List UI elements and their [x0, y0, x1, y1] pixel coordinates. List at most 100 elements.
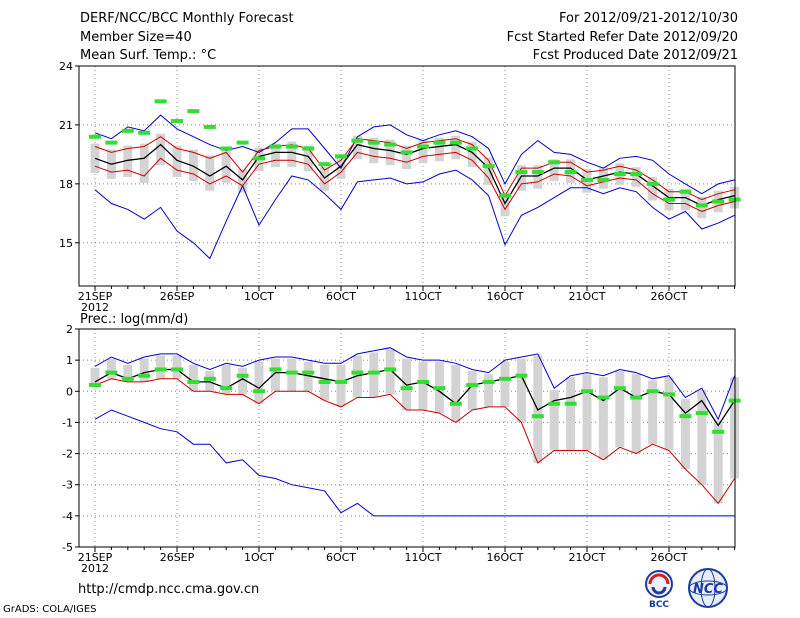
spread-box [467, 141, 477, 168]
spread-box [566, 377, 576, 451]
y-tick-label: 1 [66, 354, 73, 367]
median-marker [417, 144, 429, 149]
median-marker [531, 414, 544, 419]
forecast-period-label: For 2012/09/21-2012/10/30 [559, 11, 738, 26]
spread-box [451, 364, 461, 423]
median-marker [203, 376, 216, 381]
spread-box [631, 167, 641, 187]
median-marker [105, 140, 118, 145]
spread-box [106, 358, 116, 379]
ensemble-mean-line [94, 368, 736, 427]
median-marker [466, 146, 479, 151]
spread-box [369, 137, 379, 164]
median-marker [597, 177, 610, 182]
x-tick-label: 6OCT [326, 290, 356, 303]
y-tick-label: 24 [59, 60, 73, 73]
spread-box [270, 143, 280, 168]
spread-box [713, 420, 723, 504]
x-tick-label: 26OCT [650, 290, 687, 303]
spread-box [205, 155, 215, 191]
upper-spread-line [94, 136, 735, 201]
median-marker [466, 383, 479, 388]
median-marker [695, 203, 708, 208]
median-marker [285, 370, 298, 375]
median-marker [171, 367, 183, 372]
median-marker [335, 379, 347, 384]
spread-box [418, 361, 428, 410]
median-marker [285, 144, 298, 149]
median-marker [400, 386, 413, 391]
median-marker [515, 373, 528, 378]
spread-box [270, 358, 280, 392]
chart-title: DERF/NCC/BCC Monthly Forecast [80, 11, 294, 26]
median-marker [581, 177, 593, 182]
spread-box [303, 145, 313, 172]
median-marker [646, 181, 659, 186]
spread-box [123, 364, 133, 382]
spread-box [549, 389, 559, 451]
median-marker [318, 162, 331, 167]
median-marker [679, 414, 692, 419]
min-line [94, 409, 735, 517]
x-tick-label: 21SEP [78, 290, 113, 303]
median-marker [138, 373, 151, 378]
ensemble-mean-line [94, 143, 735, 207]
lower-spread-line [94, 378, 736, 505]
spread-box [123, 145, 133, 177]
median-marker [499, 193, 511, 198]
spread-box [484, 157, 494, 185]
temperature-panel: 15 18 21 24 21SEP 26SEP 1OCT 6OCT 11OCT 16OCT 21OC… [59, 60, 741, 314]
spread-box [238, 367, 248, 395]
median-marker [384, 367, 397, 372]
x-tick-label: 11OCT [404, 551, 441, 564]
ncc-logo-text: NCC [693, 582, 723, 597]
spread-box [139, 143, 149, 183]
median-marker [154, 367, 167, 372]
y-tick-label: 2 [66, 323, 73, 336]
spread-box [221, 364, 231, 395]
spread-box [631, 374, 641, 454]
median-marker [367, 370, 380, 375]
spread-box [287, 358, 297, 392]
y-tick-label: -3 [62, 479, 73, 492]
precipitation-panel: -5 -4 -3 -2 -1 0 1 2 21SEP 26SEP 1OCT 6OCT 11OCT 16OC… [62, 323, 741, 575]
x-tick-label: 1OCT [244, 290, 274, 303]
lower-spread-line [94, 151, 735, 212]
y-tick-label: -5 [62, 541, 73, 554]
grads-credit: GrADS: COLA/IGES [3, 604, 97, 615]
median-marker [646, 389, 659, 394]
spread-box [369, 352, 379, 398]
x-year-label: 2012 [81, 562, 109, 575]
median-marker [449, 140, 462, 145]
median-marker [597, 395, 610, 400]
median-marker [121, 376, 134, 381]
spread-box [434, 137, 444, 162]
median-marker [630, 172, 643, 177]
spread-box [533, 165, 543, 189]
median-marker [302, 146, 315, 151]
median-marker [154, 99, 167, 104]
spread-box [615, 371, 625, 448]
x-tick-label: 16OCT [486, 551, 523, 564]
median-marker [449, 401, 462, 406]
spread-box [287, 141, 297, 168]
median-marker [171, 119, 183, 123]
spread-box [451, 135, 461, 160]
median-marker [367, 140, 380, 145]
median-marker [351, 370, 364, 375]
y-tick-label: -1 [62, 416, 73, 429]
median-marker [663, 197, 675, 202]
y-tick-label: 18 [59, 178, 73, 191]
median-marker [253, 389, 265, 394]
spread-box [352, 135, 362, 160]
spread-box [648, 380, 658, 445]
y-tick-label: -4 [62, 510, 73, 523]
spread-box [680, 399, 690, 470]
variable-label-temp: Mean Surf. Temp.: °C [80, 48, 217, 63]
source-url[interactable]: http://cmdp.ncc.cma.gov.cn [78, 582, 260, 597]
median-marker [138, 130, 151, 135]
median-marker [105, 370, 118, 375]
median-marker [335, 154, 347, 159]
spread-box [172, 355, 182, 379]
